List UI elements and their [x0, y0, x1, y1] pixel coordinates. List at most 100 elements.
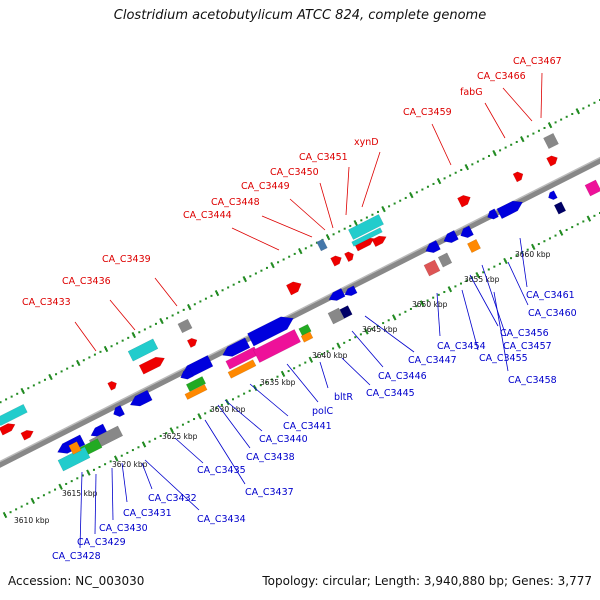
- leader-line: [341, 357, 371, 386]
- scale-major-tick: [103, 345, 109, 353]
- scale-dot: [210, 294, 213, 297]
- scale-dot: [332, 233, 335, 236]
- gene-feature: [466, 238, 482, 254]
- scale-dot: [465, 279, 468, 282]
- scale-dot: [565, 228, 568, 231]
- scale-dot: [393, 202, 396, 205]
- map-title: Clostridium acetobutylicum ATCC 824, com…: [113, 8, 487, 23]
- scale-dot: [399, 199, 402, 202]
- gene-label: CA_C3431: [123, 508, 172, 519]
- gene-feature: [0, 423, 16, 436]
- leader-line: [469, 274, 499, 327]
- gene-feature: [496, 200, 524, 220]
- scale-dot: [526, 135, 529, 138]
- scale-dot: [360, 219, 363, 222]
- gene-label: CA_C3433: [22, 297, 71, 308]
- scale-dot: [560, 118, 563, 121]
- scale-major-tick: [131, 331, 137, 339]
- scale-dot: [582, 107, 585, 110]
- scale-dot: [37, 497, 40, 500]
- scale-major-tick: [558, 229, 564, 236]
- upper-scale-track: [0, 99, 600, 404]
- leader-line: [519, 237, 528, 288]
- scale-dot: [354, 336, 357, 339]
- gene-feature: [351, 227, 383, 247]
- scale-dot: [32, 384, 35, 387]
- scale-dot: [137, 446, 140, 449]
- leader-line: [364, 315, 415, 353]
- scale-dot: [426, 299, 429, 302]
- scale-major-tick: [270, 261, 275, 269]
- scale-tick-label: 3640 kbp: [312, 351, 348, 360]
- scale-dot: [487, 268, 490, 271]
- gene-feature: [437, 252, 453, 268]
- leader-line: [74, 321, 97, 352]
- gene-feature: [546, 155, 558, 167]
- scale-major-tick: [447, 286, 453, 293]
- leader-line: [493, 291, 509, 372]
- scale-major-tick: [353, 219, 359, 227]
- scale-dot: [565, 115, 568, 118]
- scale-dot: [92, 468, 95, 471]
- scale-dot: [204, 297, 207, 300]
- scale-dot: [154, 322, 157, 325]
- scale-dot: [404, 196, 407, 199]
- leader-line: [351, 330, 384, 368]
- gene-label: CA_C3460: [528, 308, 577, 319]
- accession-text: Accession: NC_003030: [8, 574, 145, 588]
- scale-major-tick: [2, 511, 8, 519]
- scale-dot: [348, 339, 351, 342]
- scale-major-tick: [475, 271, 480, 279]
- scale-dot: [231, 398, 234, 401]
- label-leader-lines: [74, 72, 543, 549]
- scale-dot: [149, 325, 152, 328]
- scale-dot: [81, 474, 84, 477]
- gene-feature: [457, 195, 471, 208]
- leader-line: [345, 166, 350, 216]
- scale-major-tick: [76, 359, 81, 367]
- gene-label: CA_C3457: [503, 341, 552, 352]
- scale-dot: [426, 185, 429, 188]
- gene-label: CA_C3436: [62, 276, 111, 287]
- scale-dot: [326, 350, 329, 353]
- scale-dot: [554, 121, 557, 124]
- gene-feature: [185, 376, 207, 392]
- gene-feature: [584, 179, 600, 197]
- leader-line: [261, 215, 313, 238]
- scale-dot: [349, 224, 352, 227]
- lower-scale-track: [2, 212, 600, 519]
- gene-label: CA_C3439: [102, 254, 151, 265]
- gene-label: CA_C3432: [148, 493, 197, 504]
- scale-dot: [60, 370, 63, 373]
- gene-feature: [227, 359, 257, 379]
- gene-feature: [184, 384, 208, 400]
- scale-major-tick: [58, 483, 63, 490]
- scale-major-tick: [20, 387, 25, 395]
- scale-dot: [310, 244, 313, 247]
- scale-major-tick: [520, 136, 525, 143]
- scale-tick-label: 3635 kbp: [260, 378, 296, 387]
- gene-feature: [186, 337, 198, 348]
- gene-label: CA_C3441: [283, 421, 332, 432]
- scale-dot: [277, 261, 280, 264]
- scale-dot: [415, 305, 418, 308]
- gene-feature: [20, 429, 34, 441]
- scale-dot: [265, 381, 268, 384]
- gene-feature: [328, 288, 346, 301]
- scale-dot: [138, 331, 141, 334]
- leader-line: [289, 198, 326, 231]
- gene-label: CA_C3450: [270, 167, 319, 178]
- scale-dot: [5, 398, 8, 401]
- scale-tick-label: 3645 kbp: [362, 325, 398, 334]
- gene-label: CA_C3446: [378, 371, 427, 382]
- gene-label: CA_C3440: [259, 434, 308, 445]
- scale-dot: [449, 174, 452, 177]
- gene-feature: [247, 316, 294, 347]
- scale-major-tick: [214, 289, 220, 297]
- scale-major-tick: [242, 275, 248, 283]
- scale-dot: [376, 324, 379, 327]
- scale-tick-label: 3620 kbp: [112, 460, 148, 469]
- gene-label: CA_C3434: [197, 514, 246, 525]
- scale-dot: [576, 223, 579, 226]
- scale-dot: [510, 143, 513, 146]
